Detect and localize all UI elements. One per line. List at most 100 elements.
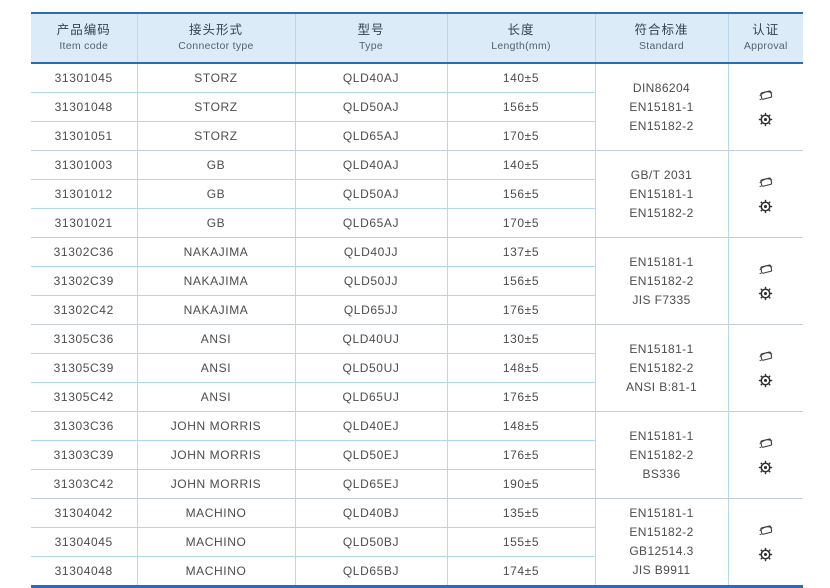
standard-cell: DIN86204 EN15181-1 EN15182-2 [594,63,728,151]
table-row: 31301021 GB QLD65AJ 170±5 [31,208,803,238]
standard-line: JIS B9911 [632,563,691,577]
header-zh: 型号 [357,23,385,37]
approval-icon-stack [729,174,804,215]
standard-line: EN15181-1 [629,99,694,114]
certificate-stamp-icon [757,261,774,278]
table-row: 31303C39 JOHN MORRIS QLD50EJ 176±5 [31,440,803,470]
type-cell: QLD65UJ [294,382,447,412]
type-cell: QLD50AJ [294,92,447,122]
header-zh: 认证 [752,23,780,37]
table-header: 产品编码 Item code 接头形式 Connector type 型号 Ty… [31,12,803,64]
connector-type-cell: ANSI [136,353,295,383]
connector-type-cell: JOHN MORRIS [136,411,295,441]
approval-cell [727,498,803,587]
type-cell: QLD40UJ [294,324,447,354]
type-cell: QLD50BJ [294,527,447,557]
standard-line: EN15181-1 [629,506,694,520]
approval-cell [727,237,804,325]
item-code-cell: 31305C36 [31,324,137,354]
column-header-length: 长度 Length(mm) [446,12,595,64]
connector-type-cell: STORZ [136,121,295,151]
standard-line: EN15182-2 [629,205,694,220]
length-cell: 170±5 [446,121,595,151]
connector-type-cell: MACHINO [136,527,295,557]
length-cell: 137±5 [446,237,595,267]
column-header-connector-type: 接头形式 Connector type [136,12,295,64]
certificate-stamp-icon [757,174,774,191]
length-cell: 130±5 [446,324,595,354]
length-cell: 190±5 [446,469,595,499]
length-cell: 176±5 [446,382,595,412]
length-cell: 156±5 [446,179,595,209]
connector-type-cell: JOHN MORRIS [136,469,295,499]
connector-type-cell: NAKAJIMA [136,237,295,267]
connector-type-cell: STORZ [136,63,295,93]
approval-cell [727,150,804,238]
length-cell: 170±5 [446,208,595,238]
standard-line: BS336 [642,466,681,481]
product-spec-table: 产品编码 Item code 接头形式 Connector type 型号 Ty… [31,12,803,588]
item-code-cell: 31303C36 [31,411,137,441]
standard-line: EN15181-1 [629,254,694,269]
standard-line: EN15181-1 [629,428,694,443]
type-cell: QLD65AJ [294,208,447,238]
item-code-cell: 31303C39 [31,440,137,470]
type-cell: QLD50JJ [294,266,447,296]
table-row: 31302C36 NAKAJIMA QLD40JJ 137±5 EN15181-1 EN1… [31,237,803,325]
type-cell: QLD65BJ [294,556,447,587]
standard-line: DIN86204 [632,80,691,95]
item-code-cell: 31301045 [31,63,137,93]
header-en: Approval [743,40,788,52]
gear-seal-icon [757,285,774,302]
approval-icon-stack [729,261,804,302]
column-header-standard: 符合标准 Standard [594,12,728,64]
type-cell: QLD50EJ [294,440,447,470]
table-row: 31301048 STORZ QLD50AJ 156±5 [31,92,803,122]
connector-type-cell: ANSI [136,324,295,354]
item-code-cell: 31301003 [31,150,137,180]
header-zh: 符合标准 [634,23,689,37]
standard-cell: GB/T 2031 EN15181-1 EN15182-2 [594,150,728,238]
connector-type-cell: ANSI [136,382,295,412]
table-row: 31305C39 ANSI QLD50UJ 148±5 [31,353,803,383]
type-cell: QLD40AJ [294,63,447,93]
table-row: 31301051 STORZ QLD65AJ 170±5 [31,121,803,151]
standard-line: GB/T 2031 [630,167,693,182]
table-row: 31303C42 JOHN MORRIS QLD65EJ 190±5 [31,469,803,499]
item-code-cell: 31305C42 [31,382,137,412]
connector-type-cell: GB [136,179,295,209]
item-code-cell: 31302C42 [31,295,137,325]
header-zh: 长度 [507,23,535,37]
standard-line: GB12514.3 [629,544,694,558]
item-code-cell: 31305C39 [31,353,137,383]
table-row: 31303C36 JOHN MORRIS QLD40EJ 148±5 EN15181-1… [31,411,803,499]
standard-cell: EN15181-1 EN15182-2 ANSI B:81-1 [594,324,728,412]
length-cell: 148±5 [446,353,595,383]
item-code-cell: 31301051 [31,121,137,151]
type-cell: QLD65JJ [294,295,447,325]
item-code-cell: 31302C36 [31,237,137,267]
standard-line: ANSI B:81-1 [625,379,698,394]
length-cell: 174±5 [446,556,595,587]
standard-line: EN15182-2 [629,118,694,133]
approval-cell [727,63,803,151]
item-code-cell: 31301021 [31,208,137,238]
header-en: Length(mm) [491,40,551,52]
standard-cell: EN15181-1 EN15182-2 GB12514.3 JIS B9911 [594,498,728,587]
table-row: 31304045 MACHINO QLD50BJ 155±5 [31,527,803,557]
connector-type-cell: GB [136,150,295,180]
item-code-cell: 31304048 [31,556,137,587]
table-row: 31305C42 ANSI QLD65UJ 176±5 [31,382,803,412]
connector-type-cell: MACHINO [136,556,295,587]
certificate-stamp-icon [757,348,774,365]
gear-seal-icon [757,372,774,389]
gear-seal-icon [757,459,774,476]
gear-seal-icon [757,111,774,128]
header-en: Type [359,40,383,52]
length-cell: 135±5 [446,498,595,528]
type-cell: QLD40JJ [294,237,447,267]
standard-line: EN15182-2 [629,525,694,539]
standard-line: EN15181-1 [629,186,694,201]
approval-cell [727,324,803,412]
